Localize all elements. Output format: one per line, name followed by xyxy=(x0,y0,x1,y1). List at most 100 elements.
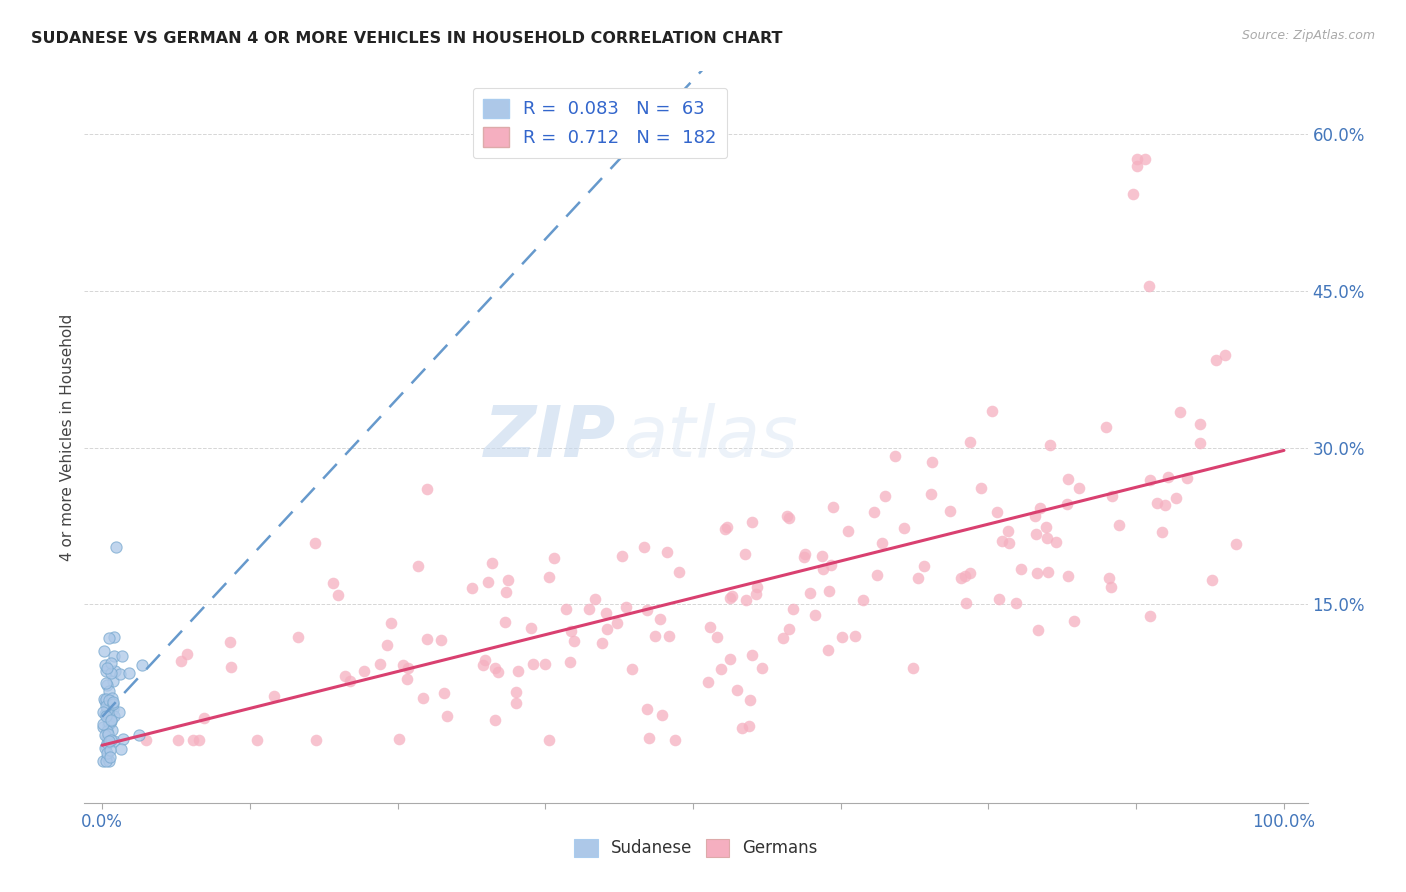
Point xyxy=(658,629,681,643)
Point xyxy=(103,673,125,688)
Point xyxy=(104,664,127,678)
Point xyxy=(778,622,800,636)
Point xyxy=(1025,526,1047,541)
Point xyxy=(1057,569,1080,583)
Point xyxy=(93,706,115,721)
Point xyxy=(436,709,458,723)
Point xyxy=(96,749,118,764)
Point xyxy=(817,584,839,599)
Point xyxy=(96,661,118,675)
Point xyxy=(1139,608,1161,623)
Point xyxy=(863,505,886,519)
Point xyxy=(91,716,114,731)
Point xyxy=(181,733,204,747)
Point xyxy=(91,720,114,734)
Point xyxy=(494,615,516,630)
Point xyxy=(304,536,326,550)
Point xyxy=(745,581,768,595)
Point xyxy=(1098,571,1121,585)
Point xyxy=(1094,419,1116,434)
Point xyxy=(219,635,242,649)
Point xyxy=(287,630,309,644)
Point xyxy=(710,662,733,676)
Point xyxy=(520,621,543,635)
Point xyxy=(110,742,132,756)
Point xyxy=(131,657,153,672)
Point xyxy=(980,404,1002,418)
Point xyxy=(959,566,981,580)
Point xyxy=(648,611,671,625)
Point xyxy=(506,664,529,678)
Point xyxy=(380,615,402,630)
Point xyxy=(94,694,117,708)
Point xyxy=(955,597,977,611)
Point xyxy=(718,591,741,605)
Point xyxy=(920,487,942,501)
Point xyxy=(107,705,129,719)
Point xyxy=(1175,471,1198,485)
Point xyxy=(714,522,737,536)
Point xyxy=(564,634,586,648)
Point xyxy=(100,691,122,706)
Point xyxy=(939,504,962,518)
Point xyxy=(1201,573,1223,587)
Point xyxy=(655,545,678,559)
Point xyxy=(1188,436,1211,450)
Point xyxy=(997,524,1019,539)
Point xyxy=(668,565,690,579)
Point xyxy=(1168,405,1191,419)
Point xyxy=(353,664,375,678)
Point xyxy=(1010,562,1032,576)
Point xyxy=(844,629,866,643)
Point xyxy=(96,678,118,692)
Point xyxy=(94,754,117,768)
Point xyxy=(103,709,125,723)
Point xyxy=(96,718,118,732)
Point xyxy=(1063,614,1085,628)
Point xyxy=(782,602,804,616)
Point xyxy=(96,724,118,739)
Point xyxy=(505,696,527,710)
Point xyxy=(176,647,198,661)
Point xyxy=(94,728,117,742)
Point xyxy=(831,631,853,645)
Text: atlas: atlas xyxy=(623,402,797,472)
Point xyxy=(111,648,134,663)
Point xyxy=(100,666,122,681)
Point xyxy=(91,706,114,720)
Point xyxy=(221,660,243,674)
Point xyxy=(100,714,122,728)
Point xyxy=(322,575,344,590)
Point xyxy=(596,622,619,636)
Point xyxy=(775,508,797,523)
Point xyxy=(1026,623,1049,637)
Point xyxy=(721,589,744,603)
Point xyxy=(416,482,439,496)
Point xyxy=(339,674,361,689)
Point xyxy=(93,644,115,658)
Point xyxy=(166,733,188,747)
Point xyxy=(97,727,120,741)
Point xyxy=(94,739,117,754)
Point xyxy=(103,630,125,644)
Point xyxy=(522,657,544,671)
Point xyxy=(741,648,763,662)
Point xyxy=(101,695,124,709)
Point xyxy=(699,620,721,634)
Point xyxy=(1067,481,1090,495)
Point xyxy=(101,697,124,711)
Point xyxy=(745,587,768,601)
Point xyxy=(560,655,582,669)
Point xyxy=(959,435,981,450)
Point xyxy=(98,683,121,698)
Point xyxy=(591,636,613,650)
Point xyxy=(477,574,499,589)
Point xyxy=(98,743,121,757)
Point xyxy=(97,698,120,713)
Point xyxy=(100,656,122,670)
Point xyxy=(388,731,411,746)
Point xyxy=(543,550,565,565)
Point xyxy=(495,584,517,599)
Point xyxy=(990,533,1012,548)
Point xyxy=(246,733,269,747)
